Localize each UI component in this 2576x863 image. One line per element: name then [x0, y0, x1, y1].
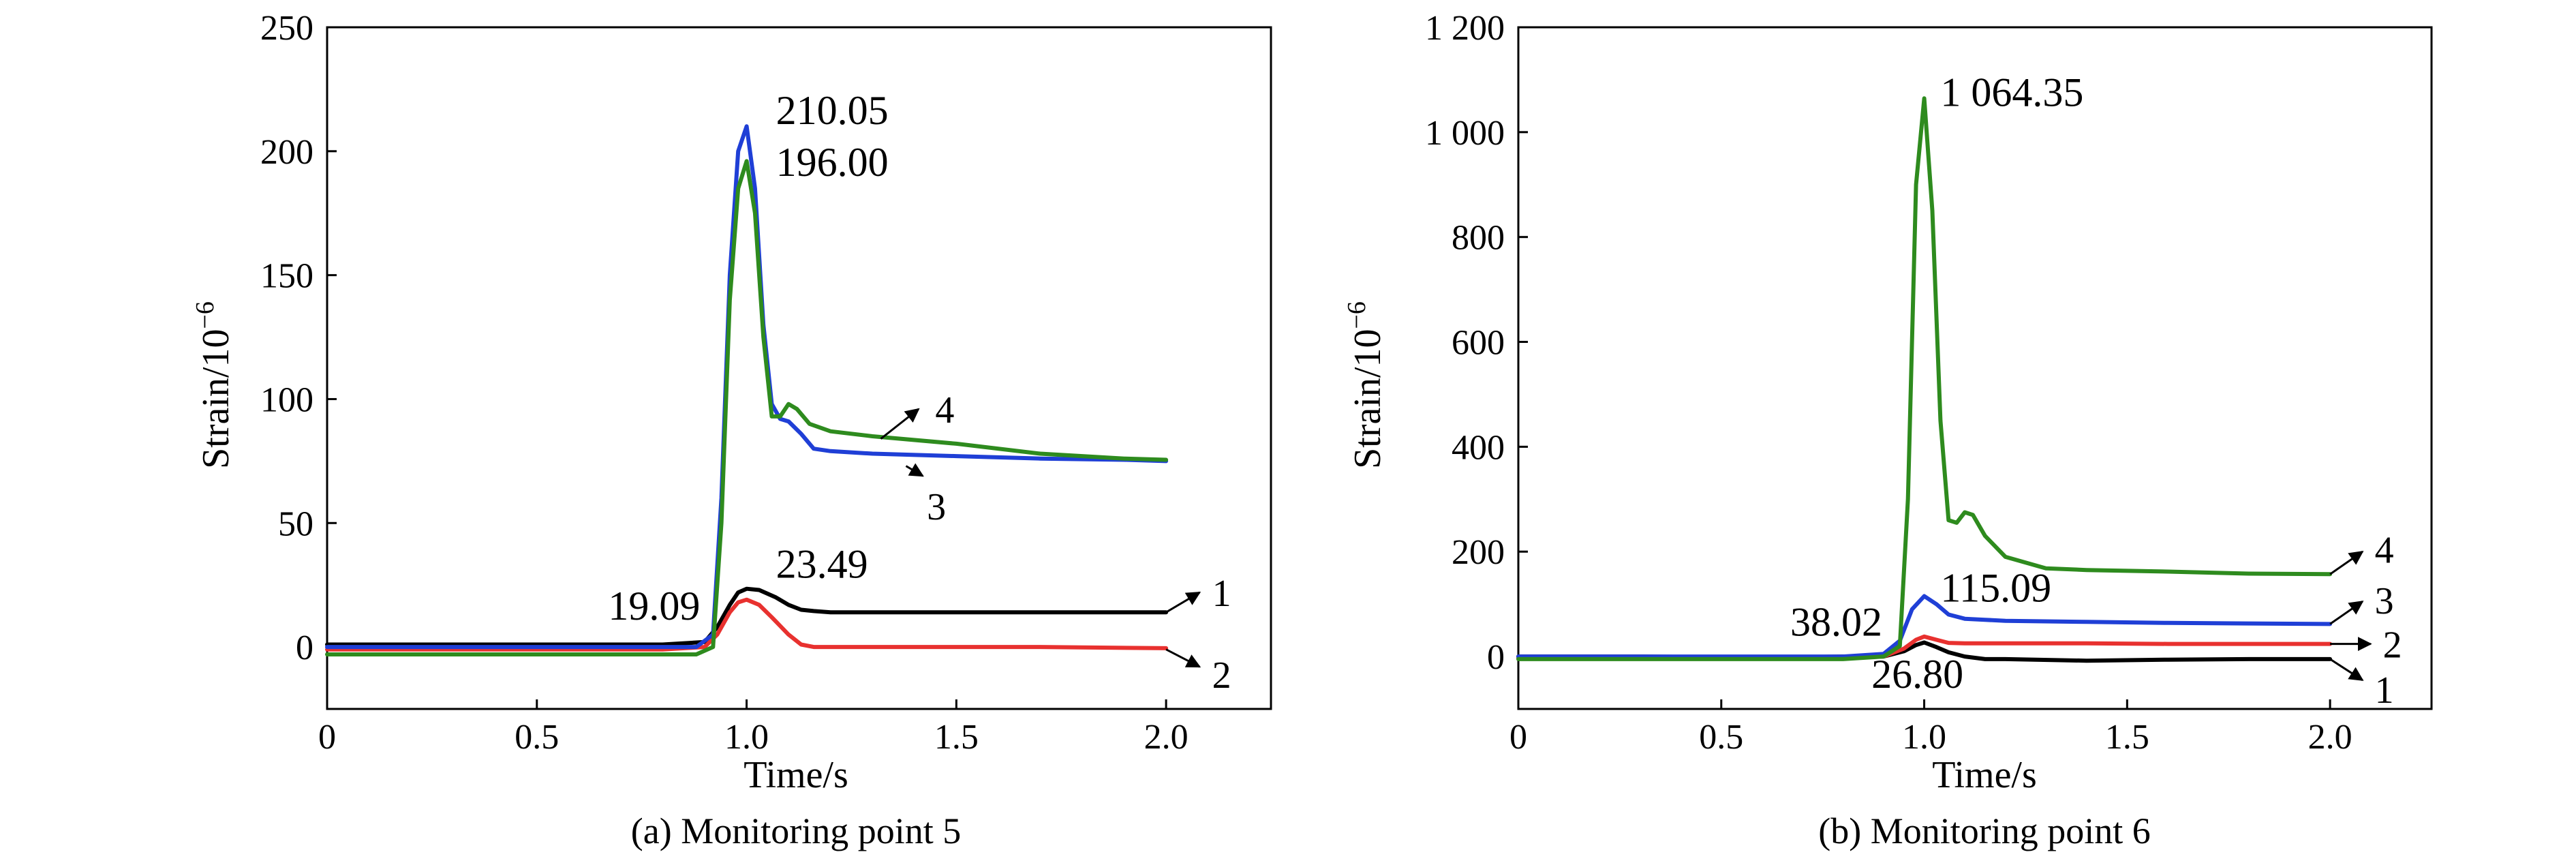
- panel-a-y-tick-label: 50: [278, 504, 313, 543]
- panel-a-ylabel: Strain/10−6: [191, 301, 237, 469]
- panel-b-y-tick-label: 1 000: [1425, 114, 1505, 153]
- panel-b-x-tick-label: 1.0: [1902, 718, 1946, 757]
- panel-b-curve-2-label: 2: [2383, 624, 2402, 667]
- panel-b-curve-4-arrow: [2329, 550, 2364, 575]
- panel-b-y-tick-label: 600: [1452, 324, 1505, 363]
- panel-b-series-3-line: [1516, 594, 2333, 659]
- panel-b-y-tick-label: 200: [1452, 533, 1505, 572]
- panel-a-y-tick-label: 200: [260, 133, 313, 172]
- panel-b-x-tick-label: 0: [1509, 718, 1527, 757]
- panel-a-caption: (a) Monitoring point 5: [631, 811, 961, 851]
- panel-a-x-tick-label: 0.5: [515, 718, 559, 757]
- panel-a-curve-2-arrow: [1165, 648, 1201, 668]
- panel-b-series-4-line: [1516, 96, 2333, 661]
- panel-a-series-1-line: [325, 586, 1169, 647]
- chart-panel-a: Strain/10−6 Time/s (a) Monitoring point …: [191, 9, 1272, 851]
- panel-b-value-annotation: 115.09: [1940, 565, 2051, 610]
- panel-b-y-tick-label: 1 200: [1425, 9, 1505, 48]
- panel-b-value-annotation: 26.80: [1871, 652, 1963, 697]
- panel-b-caption: (b) Monitoring point 6: [1818, 811, 2150, 851]
- panel-b-xlabel: Time/s: [1932, 754, 2037, 796]
- panel-b-y-tick-label: 400: [1452, 428, 1505, 467]
- panel-b-curve-3-arrow: [2329, 601, 2364, 625]
- panel-b-y-tick-label: 800: [1452, 219, 1505, 258]
- panel-a-curve-1-arrow: [1165, 591, 1201, 614]
- panel-a-plot-frame: [326, 26, 1272, 710]
- panel-a-value-annotation: 19.09: [608, 584, 700, 629]
- panel-a-x-tick-label: 1.5: [934, 718, 979, 757]
- panel-b-value-annotation: 38.02: [1790, 599, 1882, 644]
- panel-a-series-3-line: [325, 124, 1169, 650]
- panel-b-x-tick-label: 2.0: [2308, 718, 2352, 757]
- panel-a-y-tick-label: 250: [260, 9, 313, 48]
- panel-a-y-tick-label: 100: [260, 380, 313, 419]
- panel-a-curve-4-label: 4: [935, 389, 954, 432]
- panel-b-curve-1-label: 1: [2375, 669, 2394, 712]
- panel-b-x-tick-label: 0.5: [1699, 718, 1743, 757]
- panel-a-y-tick-label: 0: [296, 629, 313, 667]
- panel-a-curve-3-label: 3: [927, 486, 946, 528]
- panel-b-curve-1-arrow: [2329, 658, 2364, 681]
- panel-a-curve-1-label: 1: [1212, 573, 1231, 615]
- panel-b-ylabel: Strain/10−6: [1343, 301, 1389, 469]
- panel-a-curve-4-arrow: [880, 408, 920, 440]
- panel-a-y-tick-label: 150: [260, 257, 313, 296]
- panel-a-x-tick-label: 0: [318, 718, 336, 757]
- panel-a-curve-3-arrow: [905, 463, 924, 477]
- panel-b-plot-frame: [1517, 26, 2433, 710]
- panel-b-curve-3-label: 3: [2375, 580, 2394, 622]
- panel-a-value-annotation: 210.05: [776, 88, 889, 133]
- panel-b-x-tick-label: 1.5: [2105, 718, 2149, 757]
- panel-a-x-tick-label: 2.0: [1144, 718, 1189, 757]
- panel-a-xlabel: Time/s: [743, 754, 848, 796]
- panel-b-value-annotation: 1 064.35: [1940, 70, 2083, 115]
- panel-a-series-2-line: [325, 597, 1169, 652]
- panel-b-y-tick-label: 0: [1487, 638, 1505, 677]
- panel-a-x-tick-label: 1.0: [724, 718, 769, 757]
- panel-b-curve-4-label: 4: [2375, 529, 2394, 571]
- panel-a-series-4-line: [325, 159, 1169, 656]
- panel-a-value-annotation: 23.49: [776, 541, 868, 586]
- chart-panel-b: Strain/10−6 Time/s (b) Monitoring point …: [1343, 9, 2433, 851]
- panel-a-curve-2-label: 2: [1212, 654, 1231, 697]
- panel-a-value-annotation: 196.00: [776, 140, 889, 185]
